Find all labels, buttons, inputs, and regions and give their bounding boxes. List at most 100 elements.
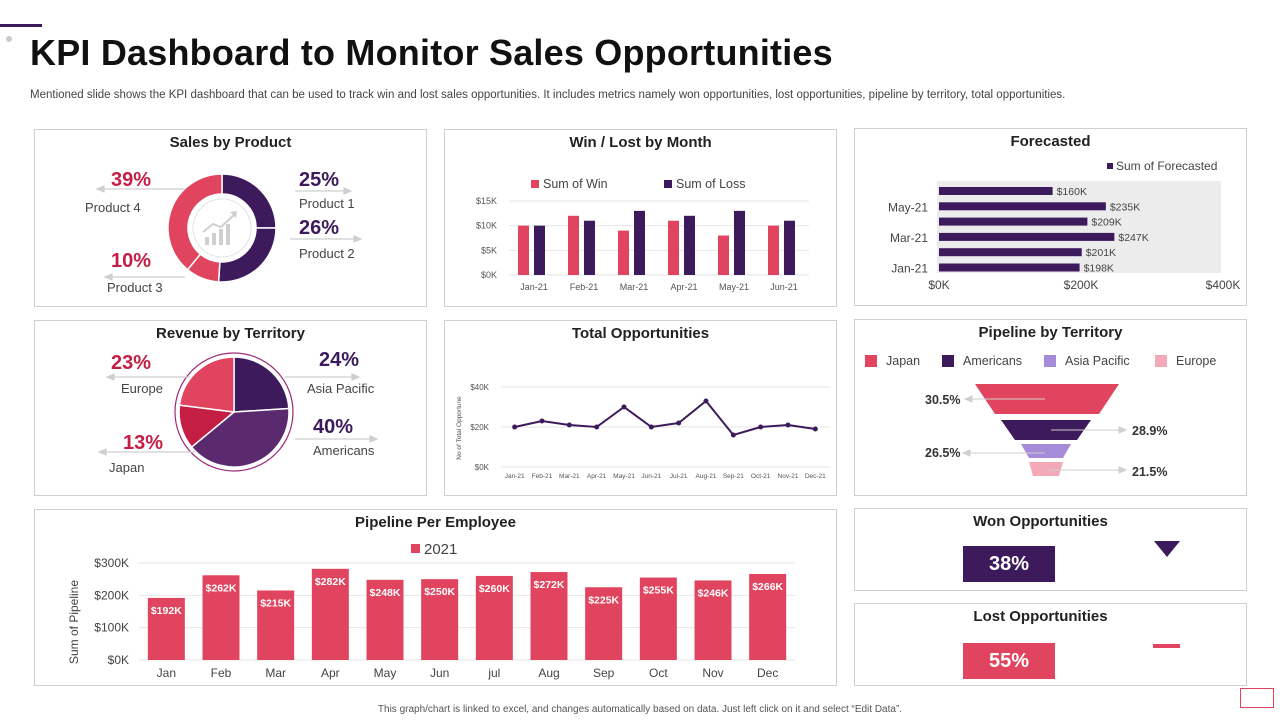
legend-forecast-swatch: [1107, 163, 1113, 169]
panel-title: Forecasted: [1010, 133, 1091, 150]
pipeline-bar: [749, 573, 787, 660]
bar-win: [568, 215, 579, 275]
pipeline-by-territory-chart: Japan Americans Asia Pacific Europe 30.5…: [865, 354, 1216, 479]
bar-value-label: $250K: [424, 586, 455, 598]
bar-value-label: $255K: [643, 585, 674, 597]
y-tick-label: Jan-21: [891, 262, 928, 276]
y-tick-label: $200K: [94, 588, 129, 602]
product-4-label: Product 4: [85, 200, 141, 215]
x-tick-label: Feb-21: [532, 473, 553, 480]
forecast-bar-label: $247K: [1118, 232, 1148, 244]
forecast-bar: [939, 202, 1106, 211]
corner-box: [1240, 688, 1274, 708]
y-tick-label: May-21: [888, 200, 928, 214]
bar-value-label: $282K: [315, 576, 346, 588]
pipeline-by-territory-panel[interactable]: Pipeline by Territory Japan Americans As…: [854, 319, 1247, 496]
win-lost-chart: Sum of Win Sum of Loss $0K $5K $10K $15K Jan…: [476, 177, 809, 292]
line-point: [676, 420, 682, 426]
x-tick-label: Aug-21: [696, 473, 717, 480]
asia-pacific-label: Asia Pacific: [307, 381, 375, 396]
pipeline-bar: [421, 579, 459, 660]
x-tick-label: Sep-21: [723, 473, 744, 480]
x-tick-label: Oct-21: [751, 473, 771, 480]
x-tick-label: Mar-21: [620, 282, 649, 292]
y-axis-title: Sum of Pipeline: [67, 580, 81, 664]
bar-value-label: $272K: [534, 579, 565, 591]
chart-growth-icon: [202, 211, 237, 245]
x-tick-label: Sep: [593, 666, 615, 680]
pipeline-japan-value: 30.5%: [925, 393, 960, 407]
corner-accent: [0, 24, 42, 27]
line-point: [512, 424, 518, 430]
page-subtitle: Mentioned slide shows the KPI dashboard …: [30, 89, 1066, 101]
triangle-down-icon: [1154, 541, 1180, 557]
x-tick-label: Jan-21: [520, 282, 548, 292]
legend-loss-label: Sum of Loss: [676, 177, 745, 191]
y-tick-label: $100K: [94, 621, 129, 635]
bar-loss: [634, 210, 645, 275]
x-tick-label: Nov-21: [778, 473, 799, 480]
forecast-bar: [939, 248, 1082, 257]
pipeline-bar: [257, 590, 295, 660]
pipeline-bar: [366, 579, 404, 660]
sales-by-product-chart: 25% Product 1 26% Product 2 10% Product …: [85, 169, 363, 295]
forecast-bar-label: $209K: [1091, 217, 1121, 229]
forecast-bar-label: $235K: [1110, 201, 1140, 213]
line-point: [703, 398, 709, 404]
product-4-pct: 39%: [111, 169, 151, 191]
legend-americans-swatch: [942, 355, 954, 367]
sales-by-product-panel[interactable]: Sales by Product 25% Product 1 26% Produ…: [34, 129, 427, 307]
pipeline-asia-pacific-value: 26.5%: [925, 446, 960, 460]
x-tick-label: Mar: [265, 666, 286, 680]
win-lost-panel[interactable]: Win / Lost by Month Sum of Win Sum of Lo…: [444, 129, 837, 307]
y-tick-label: $0K: [108, 653, 129, 667]
forecast-bar: [939, 232, 1115, 241]
line-point: [594, 424, 600, 430]
bar-win: [518, 225, 529, 275]
x-tick-label: May-21: [613, 473, 635, 480]
line-point: [539, 418, 545, 424]
funnel-americans: [1001, 420, 1091, 440]
americans-label: Americans: [313, 443, 375, 458]
x-tick-label: Jul-21: [670, 473, 688, 480]
legend-2021-label: 2021: [424, 541, 457, 558]
opportunities-line: [514, 399, 816, 437]
pipeline-per-employee-panel[interactable]: Pipeline Per Employee 2021 $0K $100K $200K $…: [34, 509, 837, 686]
bar-value-label: $215K: [260, 597, 291, 609]
lost-opportunities-value: 55%: [963, 643, 1055, 679]
funnel-japan: [975, 384, 1119, 414]
lost-opportunities-panel[interactable]: Lost Opportunities 55%: [854, 603, 1247, 686]
bar-value-label: $260K: [479, 583, 510, 595]
footer-note: This graph/chart is linked to excel, and…: [377, 704, 903, 715]
x-tick-label: $0K: [928, 278, 949, 292]
page-title: KPI Dashboard to Monitor Sales Opportuni…: [30, 32, 833, 73]
legend-forecast-label: Sum of Forecasted: [1116, 159, 1217, 173]
legend-loss-swatch: [664, 180, 672, 188]
line-point: [621, 404, 627, 410]
panel-title: Lost Opportunities: [973, 608, 1108, 625]
pipeline-bar: [694, 580, 732, 660]
product-3-label: Product 3: [107, 280, 163, 295]
y-tick-label: $40K: [470, 383, 489, 392]
x-tick-label: Dec-21: [805, 473, 826, 480]
bar-value-label: $262K: [206, 582, 237, 594]
panel-title: Won Opportunities: [973, 513, 1108, 530]
donut-hole: [188, 194, 256, 262]
x-tick-label: Mar-21: [559, 473, 580, 480]
pipeline-bar: [202, 575, 240, 660]
bar-win: [668, 220, 679, 275]
x-tick-label: Apr-21: [587, 473, 607, 480]
bar-loss: [734, 210, 745, 275]
forecasted-panel[interactable]: Forecasted Sum of Forecasted $198K $201K $…: [854, 128, 1247, 306]
x-tick-label: Jun-21: [770, 282, 798, 292]
legend-win-swatch: [531, 180, 539, 188]
x-tick-label: Jun: [430, 666, 449, 680]
pie-slice-asia-pacific: [233, 356, 290, 413]
revenue-by-territory-panel[interactable]: Revenue by Territory 24% Asia Pacific 40…: [34, 320, 427, 496]
won-opportunities-panel[interactable]: Won Opportunities 38%: [854, 508, 1247, 591]
product-1-label: Product 1: [299, 196, 355, 211]
total-opportunities-panel[interactable]: Total Opportunities $0K $20K $40K Jan-21 Feb…: [444, 320, 837, 496]
japan-pct: 13%: [123, 432, 163, 454]
x-tick-label: Aug: [538, 666, 559, 680]
pipeline-americans-value: 28.9%: [1132, 424, 1167, 438]
